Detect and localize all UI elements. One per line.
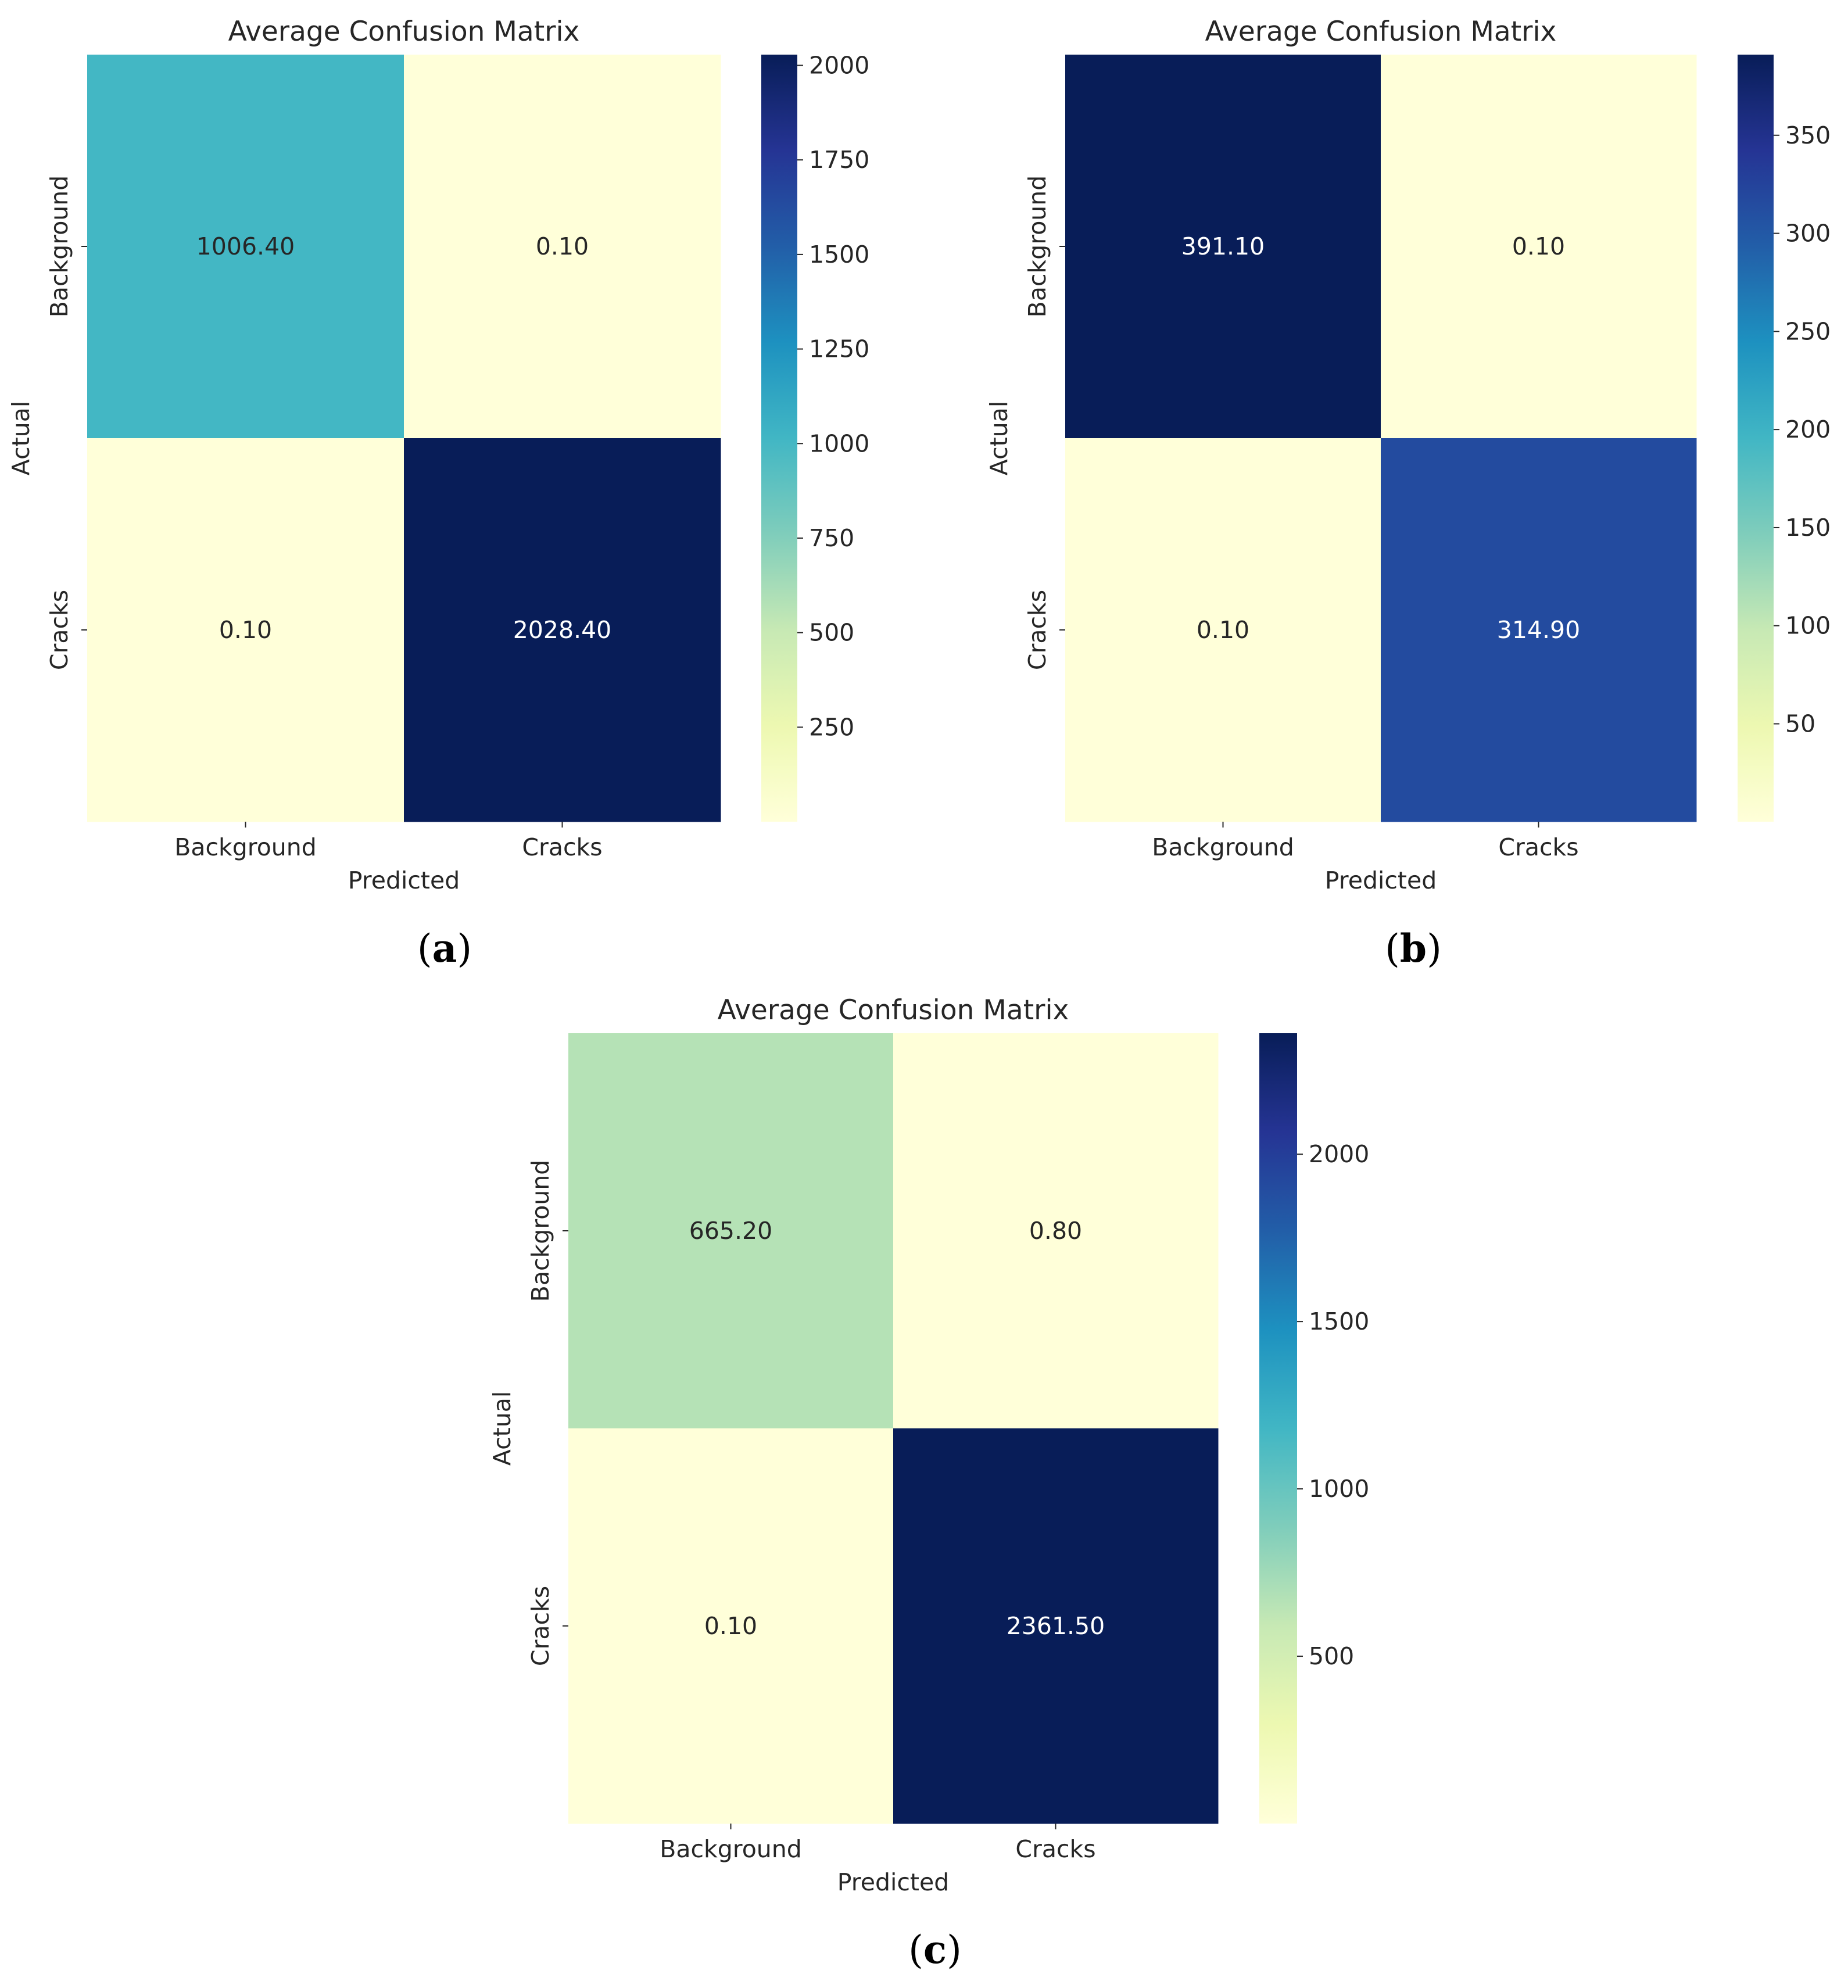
confusion-matrix-b: Average Confusion Matrix 391.10 0.10 0.10 31… bbox=[985, 16, 1831, 971]
colorbar-tick-label: 100 bbox=[1785, 612, 1831, 640]
colorbar-tick-label: 500 bbox=[1309, 1642, 1354, 1670]
colorbar-tick-label: 1750 bbox=[809, 146, 869, 174]
heatmap-cell bbox=[893, 1428, 1219, 1824]
heatmap-cell bbox=[87, 438, 404, 822]
heatmap-cell bbox=[87, 55, 404, 439]
colorbar-tick-label: 350 bbox=[1785, 121, 1831, 149]
x-tick-label: Background bbox=[1152, 833, 1294, 861]
cell-value-label: 391.10 bbox=[1181, 232, 1265, 260]
colorbar bbox=[1259, 1033, 1297, 1824]
panel-label: (c) bbox=[908, 1927, 962, 1972]
cell-value-label: 1006.40 bbox=[196, 232, 295, 260]
heatmap-cell bbox=[893, 1033, 1219, 1429]
x-tick-label: Background bbox=[660, 1835, 802, 1863]
x-tick-label: Cracks bbox=[1015, 1835, 1095, 1863]
heatmap-cell bbox=[568, 1428, 894, 1824]
cell-value-label: 2361.50 bbox=[1007, 1612, 1105, 1640]
colorbar-tick-label: 250 bbox=[809, 713, 854, 741]
heatmap-cell bbox=[404, 438, 721, 822]
cell-value-label: 0.80 bbox=[1029, 1217, 1082, 1245]
heatmap-cell bbox=[1065, 438, 1381, 822]
x-axis-label: Predicted bbox=[1325, 866, 1437, 894]
x-tick-label: Background bbox=[174, 833, 317, 861]
chart-title: Average Confusion Matrix bbox=[1205, 16, 1557, 48]
colorbar-tick-label: 300 bbox=[1785, 220, 1831, 248]
confusion-matrix-a: Average Confusion Matrix 1006.40 0.10 0.10 2… bbox=[7, 16, 869, 971]
confusion-matrix-c: Average Confusion Matrix 665.20 0.80 0.10 23… bbox=[488, 994, 1369, 1972]
cell-value-label: 665.20 bbox=[689, 1217, 772, 1245]
x-axis-label: Predicted bbox=[348, 866, 460, 894]
panel-label: (a) bbox=[417, 926, 472, 971]
colorbar-tick-label: 50 bbox=[1785, 710, 1815, 738]
y-axis-label: Actual bbox=[7, 401, 35, 475]
heatmap-cell bbox=[1381, 55, 1697, 439]
heatmap-cell bbox=[404, 55, 721, 439]
heatmap-cell bbox=[1381, 438, 1697, 822]
y-axis-label: Actual bbox=[985, 401, 1013, 475]
colorbar-tick-label: 200 bbox=[1785, 415, 1831, 443]
chart-title: Average Confusion Matrix bbox=[228, 16, 580, 48]
colorbar-tick-label: 750 bbox=[809, 524, 854, 552]
chart-title: Average Confusion Matrix bbox=[718, 994, 1069, 1026]
colorbar-tick-label: 1000 bbox=[1309, 1475, 1369, 1503]
colorbar-tick-label: 1250 bbox=[809, 335, 869, 363]
colorbar-tick-label: 250 bbox=[1785, 317, 1831, 345]
y-tick-label: Cracks bbox=[527, 1586, 554, 1666]
x-tick-label: Cracks bbox=[1498, 833, 1578, 861]
y-tick-label: Cracks bbox=[45, 590, 73, 670]
colorbar-tick-label: 2000 bbox=[809, 51, 869, 79]
colorbar-tick-label: 2000 bbox=[1309, 1140, 1369, 1168]
cell-value-label: 314.90 bbox=[1497, 616, 1580, 644]
colorbar-tick-label: 500 bbox=[809, 619, 854, 647]
x-tick-label: Cracks bbox=[522, 833, 602, 861]
y-tick-label: Background bbox=[1023, 175, 1051, 318]
cell-value-label: 0.10 bbox=[704, 1612, 757, 1640]
cell-value-label: 0.10 bbox=[1197, 616, 1249, 644]
colorbar bbox=[761, 55, 797, 822]
colorbar bbox=[1738, 55, 1774, 822]
cell-value-label: 0.10 bbox=[1512, 232, 1565, 260]
y-tick-label: Background bbox=[527, 1160, 554, 1302]
colorbar-tick-label: 1000 bbox=[809, 429, 869, 457]
heatmap-cell bbox=[568, 1033, 894, 1429]
x-axis-label: Predicted bbox=[837, 1868, 949, 1896]
cell-value-label: 0.10 bbox=[219, 616, 272, 644]
cell-value-label: 0.10 bbox=[536, 232, 589, 260]
y-tick-label: Background bbox=[45, 175, 73, 318]
cell-value-label: 2028.40 bbox=[513, 616, 612, 644]
colorbar-tick-label: 150 bbox=[1785, 514, 1831, 542]
heatmap-cell bbox=[1065, 55, 1381, 439]
colorbar-tick-label: 1500 bbox=[809, 241, 869, 268]
panel-label: (b) bbox=[1385, 926, 1442, 971]
colorbar-tick-label: 1500 bbox=[1309, 1308, 1369, 1335]
y-tick-label: Cracks bbox=[1023, 590, 1051, 670]
y-axis-label: Actual bbox=[488, 1391, 516, 1466]
